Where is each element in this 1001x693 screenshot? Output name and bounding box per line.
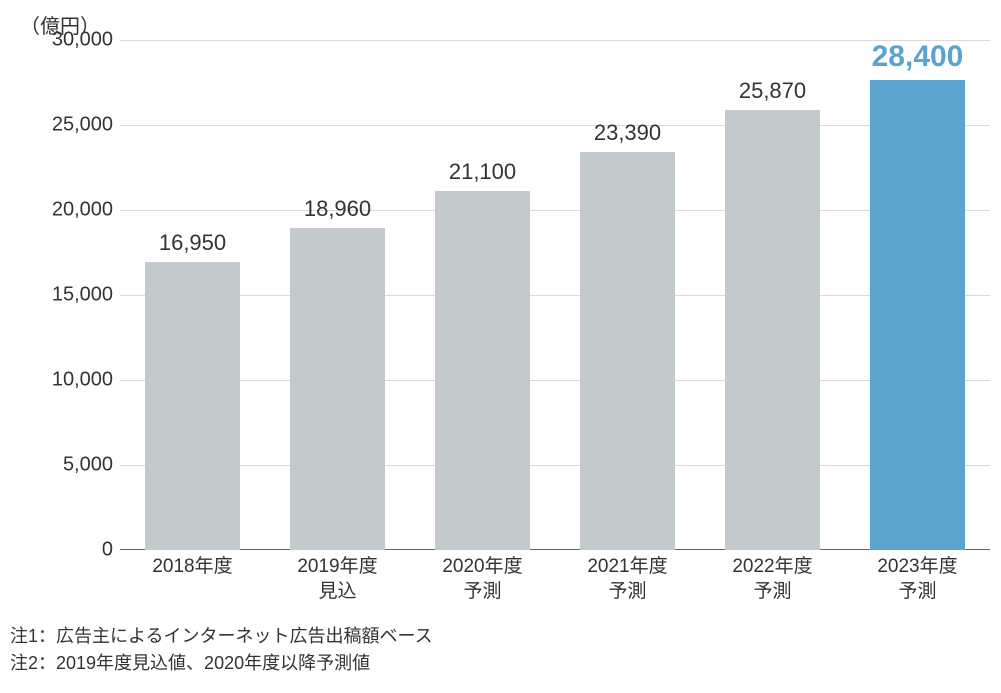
y-tick-label: 20,000 [23, 199, 113, 222]
bar [870, 80, 965, 550]
y-tick-label: 5,000 [23, 454, 113, 477]
bar-value-label: 21,100 [449, 159, 516, 185]
footnotes: 注1：広告主によるインターネット広告出稿額ベース 注2：2019年度見込値、20… [10, 623, 433, 677]
x-tick-label: 2021年度 予測 [555, 555, 700, 604]
bar-group: 16,950 [120, 40, 265, 550]
x-tick-label: 2022年度 予測 [700, 555, 845, 604]
bar-value-label: 28,400 [872, 40, 964, 74]
x-tick-label: 2018年度 [120, 555, 265, 604]
bar-group: 18,960 [265, 40, 410, 550]
bar-group: 25,870 [700, 40, 845, 550]
bar-value-label: 25,870 [739, 78, 806, 104]
bar-group: 28,400 [845, 40, 990, 550]
footnote-1: 注1：広告主によるインターネット広告出稿額ベース [10, 623, 433, 650]
bar [725, 110, 820, 550]
bar [580, 152, 675, 550]
x-labels: 2018年度2019年度 見込2020年度 予測2021年度 予測2022年度 … [120, 555, 990, 604]
bar [435, 191, 530, 550]
x-tick-label: 2023年度 予測 [845, 555, 990, 604]
bar-group: 21,100 [410, 40, 555, 550]
x-tick-label: 2019年度 見込 [265, 555, 410, 604]
bars-container: 16,950 18,960 21,100 23,390 25,870 28,400 [120, 40, 990, 550]
bar-value-label: 18,960 [304, 196, 371, 222]
y-tick-label: 15,000 [23, 284, 113, 307]
y-tick-label: 25,000 [23, 114, 113, 137]
bar-value-label: 23,390 [594, 120, 661, 146]
bar [290, 228, 385, 550]
bar [145, 262, 240, 550]
bar-value-label: 16,950 [159, 230, 226, 256]
y-tick-label: 10,000 [23, 369, 113, 392]
y-tick-label: 0 [23, 539, 113, 562]
chart-container: （億円） 16,95018,96021,10023,39025,87028,40… [10, 10, 1001, 683]
y-tick-label: 30,000 [23, 29, 113, 52]
plot-area: 16,950 18,960 21,100 23,390 25,870 28,400 [120, 40, 990, 550]
bar-group: 23,390 [555, 40, 700, 550]
x-tick-label: 2020年度 予測 [410, 555, 555, 604]
